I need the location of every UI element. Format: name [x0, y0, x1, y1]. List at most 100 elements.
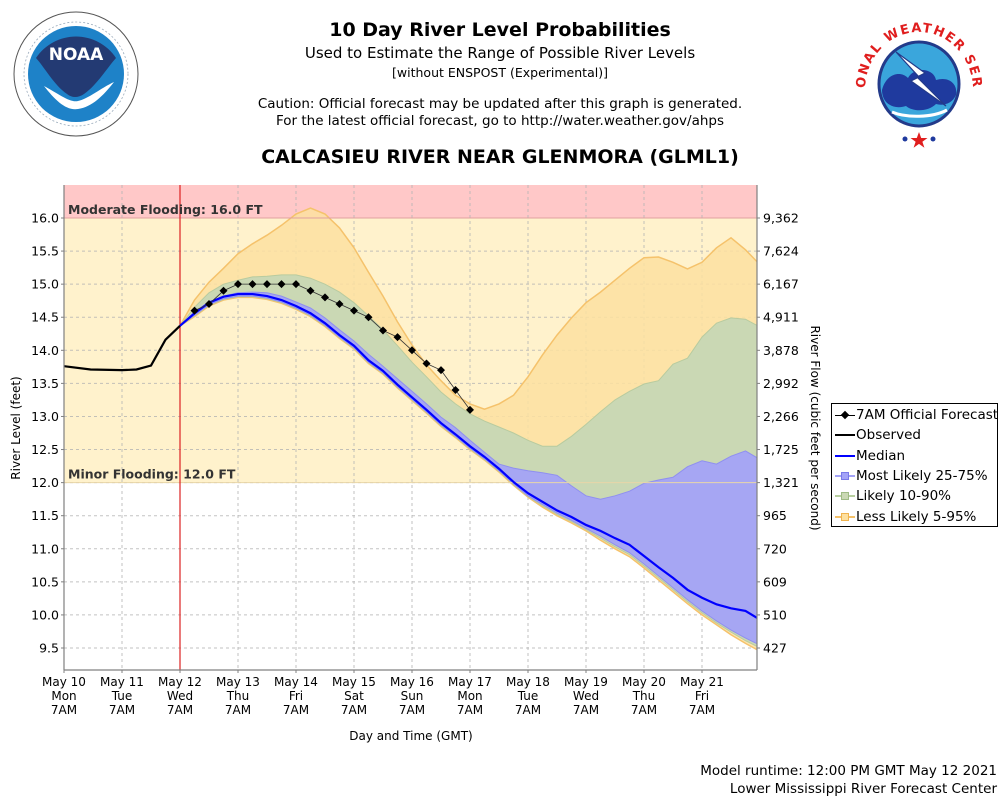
forecast-point — [422, 359, 431, 368]
forecast-point — [466, 405, 474, 414]
y2-tick-label: 2,266 — [763, 409, 799, 424]
x-tick-label: 7AM — [225, 703, 251, 717]
caution-link-text: For the latest official forecast, go to … — [275, 113, 725, 129]
y-axis-label: River Level (feet) — [9, 376, 23, 479]
model-runtime: Model runtime: 12:00 PM GMT May 12 2021 — [700, 763, 997, 779]
flood-threshold-label: Minor Flooding: 12.0 FT — [68, 467, 236, 482]
noaa-logo-icon: NOAA — [13, 11, 139, 137]
forecast-point — [393, 333, 402, 342]
x-tick-label: May 21 — [680, 675, 724, 689]
lightning-bolt-icon — [895, 51, 947, 107]
x-tick-label: Fri — [695, 689, 709, 703]
y2-tick-label: 3,878 — [763, 343, 799, 358]
y2-tick-label: 4,911 — [763, 310, 799, 325]
forecast-point — [350, 306, 358, 315]
x-tick-label: Mon — [51, 689, 76, 703]
star-icon — [930, 136, 936, 142]
y-tick-label: 9.5 — [39, 641, 59, 656]
y-tick-label: 16.0 — [31, 211, 59, 226]
observed-line — [64, 325, 181, 372]
legend-label: Median — [856, 447, 906, 464]
x-tick-label: Fri — [289, 689, 303, 703]
chart-subtitle-experimental: [without ENSPOST (Experimental)] — [392, 65, 608, 80]
x-tick-label: May 12 — [158, 675, 202, 689]
x-tick-label: 7AM — [631, 703, 657, 717]
y-tick-label: 10.0 — [31, 607, 59, 622]
y-tick-label: 14.5 — [31, 310, 59, 325]
flood-threshold-label: Moderate Flooding: 16.0 FT — [68, 202, 263, 217]
forecast-point — [335, 300, 344, 308]
y2-tick-label: 2,992 — [763, 376, 799, 391]
noaa-logo-top — [36, 36, 116, 97]
black-line-icon — [835, 429, 855, 441]
x-tick-label: May 13 — [216, 675, 260, 689]
x-tick-label: 7AM — [515, 703, 541, 717]
y-tick-label: 13.5 — [31, 376, 59, 391]
y2-tick-label: 7,624 — [763, 244, 799, 259]
forecast-point — [306, 286, 315, 295]
median-line — [179, 292, 757, 620]
y-tick-label: 15.5 — [31, 244, 59, 259]
x-tick-label: Tue — [111, 689, 133, 703]
y-tick-label: 13.0 — [31, 409, 59, 424]
legend-label: 7AM Official Forecast — [856, 407, 999, 424]
noaa-logo-text: NOAA — [49, 45, 104, 65]
x-tick-label: May 11 — [100, 675, 144, 689]
legend-item-observed: Observed — [832, 425, 997, 445]
x-tick-label: 7AM — [283, 703, 309, 717]
purple-square-icon — [835, 470, 855, 482]
x-tick-label: Sat — [344, 689, 364, 703]
orange-square-icon — [835, 511, 855, 523]
y2-tick-label: 609 — [763, 574, 787, 589]
x-tick-label: Wed — [167, 689, 193, 703]
y2-tick-label: 6,167 — [763, 277, 799, 292]
x-tick-label: Thu — [632, 689, 656, 703]
legend-label: Likely 10-90% — [856, 488, 952, 505]
y-tick-label: 14.0 — [31, 343, 59, 358]
forecast-point — [379, 326, 387, 335]
forecast-point — [437, 366, 445, 375]
x-tick-label: 7AM — [457, 703, 483, 717]
legend-item-10-90: Likely 10-90% — [832, 486, 997, 506]
x-tick-label: May 17 — [448, 675, 492, 689]
y2-tick-label: 510 — [763, 607, 787, 622]
x-tick-label: 7AM — [51, 703, 77, 717]
x-axis-label: Day and Time (GMT) — [349, 729, 472, 743]
star-icon — [910, 132, 928, 148]
y-tick-label: 12.0 — [31, 475, 59, 490]
y2-tick-label: 720 — [763, 541, 787, 556]
legend-item-5-95: Less Likely 5-95% — [832, 506, 997, 526]
legend-label: Most Likely 25-75% — [856, 468, 988, 485]
legend-label: Observed — [856, 427, 921, 444]
x-tick-label: Tue — [517, 689, 539, 703]
noaa-logo-inner-ring — [23, 21, 129, 127]
x-tick-label: 7AM — [109, 703, 135, 717]
forecast-point — [263, 280, 271, 289]
legend-label: Less Likely 5-95% — [856, 508, 977, 525]
x-tick-label: Wed — [573, 689, 599, 703]
y-tick-label: 11.0 — [31, 541, 59, 556]
forecast-point — [190, 306, 199, 315]
x-tick-label: May 15 — [332, 675, 376, 689]
y2-tick-label: 1,321 — [763, 475, 799, 490]
legend-item-25-75: Most Likely 25-75% — [832, 466, 997, 486]
y-tick-label: 12.5 — [31, 442, 59, 457]
forecast-point — [408, 346, 416, 355]
forecast-point — [248, 280, 257, 289]
chart-legend: 7AM Official Forecast Observed Median Mo… — [831, 403, 998, 527]
x-tick-label: 7AM — [167, 703, 193, 717]
forecast-point — [364, 313, 373, 322]
x-tick-label: May 18 — [506, 675, 550, 689]
forecast-point — [219, 286, 228, 295]
forecast-point — [321, 293, 329, 302]
forecast-point — [234, 280, 242, 289]
noaa-logo-bird-icon — [44, 82, 114, 110]
station-name: CALCASIEU RIVER NEAR GLENMORA (GLML1) — [261, 146, 739, 168]
forecast-point — [451, 386, 460, 394]
forecast-point — [292, 280, 300, 289]
y2-tick-label: 965 — [763, 508, 787, 523]
y2-tick-label: 9,362 — [763, 211, 799, 226]
x-tick-label: 7AM — [399, 703, 425, 717]
x-tick-label: 7AM — [573, 703, 599, 717]
